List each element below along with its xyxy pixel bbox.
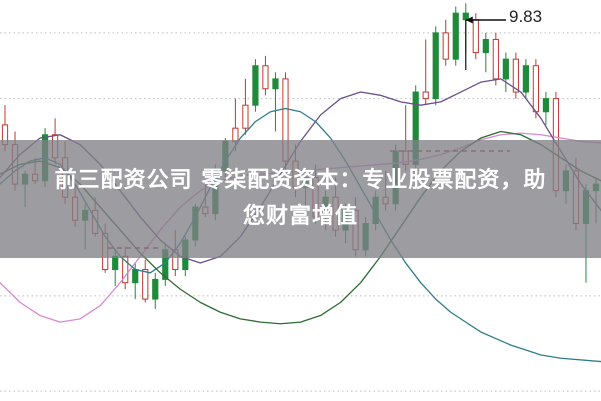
candle-body [522,65,529,93]
candlestick [482,32,489,73]
promo-text-line-2: 您财富增值 [242,204,358,229]
candle-body [432,32,439,100]
candlestick [262,55,269,96]
candlestick [152,272,159,309]
candlestick [542,92,550,125]
candle-body [152,278,159,300]
candle-body [112,255,119,271]
candle-body [142,269,149,300]
candlestick [432,26,439,106]
candlestick [492,32,499,86]
candle-body [422,91,429,100]
candlestick [422,39,429,106]
candle-body [452,12,459,60]
candle-body [442,32,449,60]
candlestick [242,78,249,135]
candlestick [452,6,459,66]
candlestick [502,52,509,93]
candle-body [262,65,269,90]
candle-body [502,58,509,80]
candle-body [272,78,279,90]
candlestick [522,59,529,99]
promo-text-line-1: 前三配资公司 零柒配资资本：专业股票配资，助 [54,168,547,193]
candle-body [132,269,139,284]
candle-body [482,38,489,54]
candle-body [252,65,259,106]
candlestick [142,259,149,303]
candle-body [512,58,519,93]
price-annotation-label: 9.83 [509,7,543,26]
candlestick [442,19,449,66]
candle-body [472,19,479,54]
candle-body [542,98,550,113]
candlestick [252,59,259,112]
candlestick [512,52,519,99]
candle-body [242,104,249,129]
promo-overlay-banner: 前三配资公司 零柒配资资本：专业股票配资，助 您财富增值 [0,140,601,258]
left-arrow-icon [465,16,473,24]
candle-body [532,65,539,113]
candlestick [272,72,279,132]
candle-body [462,12,469,21]
candle-body [492,38,499,80]
